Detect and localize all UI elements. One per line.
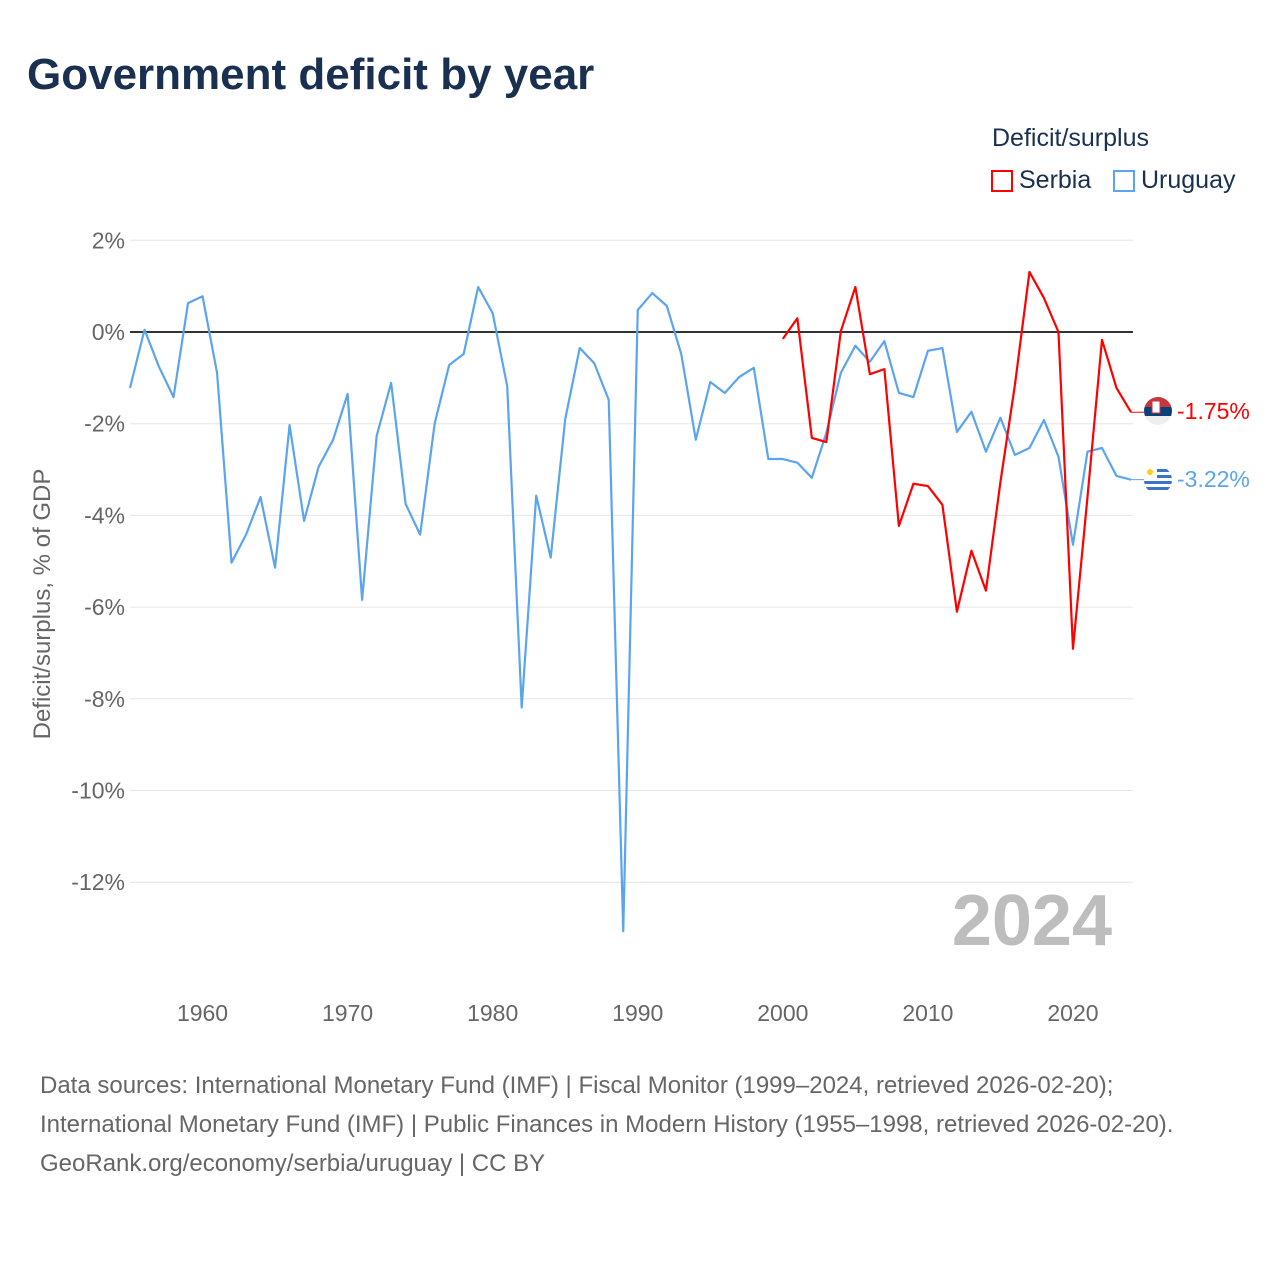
y-tick-label: 2% (92, 227, 125, 253)
legend-swatch-uruguay (1113, 169, 1135, 192)
data-sources: Data sources: International Monetary Fun… (40, 1072, 1174, 1138)
y-tick-label: -4% (84, 502, 125, 528)
x-tick-label: 1990 (612, 1000, 663, 1026)
footer: Data sources: International Monetary Fun… (40, 1066, 1240, 1183)
legend-swatch-serbia (991, 169, 1013, 192)
y-tick-label: -10% (71, 778, 125, 804)
series-line-serbia[interactable] (781, 270, 1132, 650)
y-axis-label: Deficit/surplus, % of GDP (29, 469, 56, 740)
year-watermark: 2024 (952, 881, 1112, 961)
legend-label-uruguay: Uruguay (1141, 166, 1236, 194)
serbia-flag-icon (1144, 397, 1172, 425)
x-tick-label: 2010 (902, 1000, 953, 1026)
legend-label-serbia: Serbia (1019, 166, 1092, 194)
serbia-end-label: -1.75% (1177, 398, 1250, 424)
x-tick-label: 1980 (467, 1000, 518, 1026)
y-tick-label: 0% (92, 319, 125, 345)
x-tick-label: 2020 (1047, 1000, 1098, 1026)
x-tick-label: 1970 (322, 1000, 373, 1026)
y-tick-label: -2% (84, 411, 125, 437)
legend-title: Deficit/surplus (992, 124, 1149, 152)
y-tick-label: -6% (84, 594, 125, 620)
legend-item-serbia[interactable]: Serbia (991, 166, 1091, 195)
chart-area: 2% 0% -2% -4% -6% -8% -10% -12% 1960 1970 1980 199… (29, 227, 1250, 1026)
y-tick-label: -12% (71, 869, 125, 895)
series-line-uruguay[interactable] (128, 285, 1132, 933)
uruguay-end-label: -3.22% (1177, 466, 1250, 492)
y-tick-label: -8% (84, 686, 125, 712)
x-tick-label: 1960 (177, 1000, 228, 1026)
uruguay-flag-icon (1144, 466, 1172, 494)
credit-link[interactable]: GeoRank.org/economy/serbia/uruguay | CC … (40, 1150, 546, 1177)
chart-title: Government deficit by year (27, 50, 595, 99)
legend-item-uruguay[interactable]: Uruguay (1113, 166, 1236, 195)
x-tick-label: 2000 (757, 1000, 808, 1026)
